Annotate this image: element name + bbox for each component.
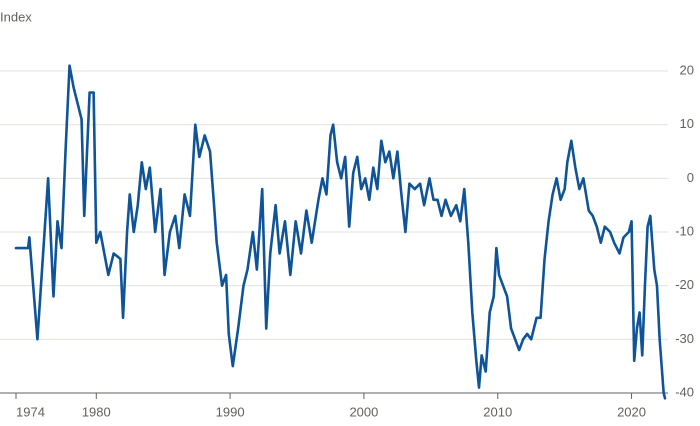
y-tick-label: 20 <box>680 62 694 77</box>
chart-title: Index <box>0 9 32 24</box>
y-tick-label: -30 <box>675 331 694 346</box>
x-tick-label: 1980 <box>82 404 111 419</box>
line <box>14 64 667 400</box>
y-tick-label: -40 <box>675 384 694 399</box>
x-tick-label: 2000 <box>349 404 378 419</box>
x-tick-label: 1990 <box>216 404 245 419</box>
x-tick-label: 2020 <box>617 404 646 419</box>
x-tick-label: 1974 <box>16 404 45 419</box>
y-tick-label: 10 <box>680 116 694 131</box>
y-tick-label: -20 <box>675 277 694 292</box>
y-tick-label: -10 <box>675 223 694 238</box>
x-tick-label: 2010 <box>483 404 512 419</box>
y-tick-label: 0 <box>687 170 694 185</box>
